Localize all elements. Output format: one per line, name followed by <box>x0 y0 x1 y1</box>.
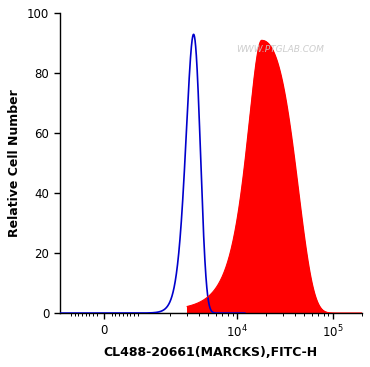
Text: WWW.PTGLAB.COM: WWW.PTGLAB.COM <box>236 45 324 54</box>
Y-axis label: Relative Cell Number: Relative Cell Number <box>9 89 21 237</box>
X-axis label: CL488-20661(MARCKS),FITC-H: CL488-20661(MARCKS),FITC-H <box>104 346 318 359</box>
